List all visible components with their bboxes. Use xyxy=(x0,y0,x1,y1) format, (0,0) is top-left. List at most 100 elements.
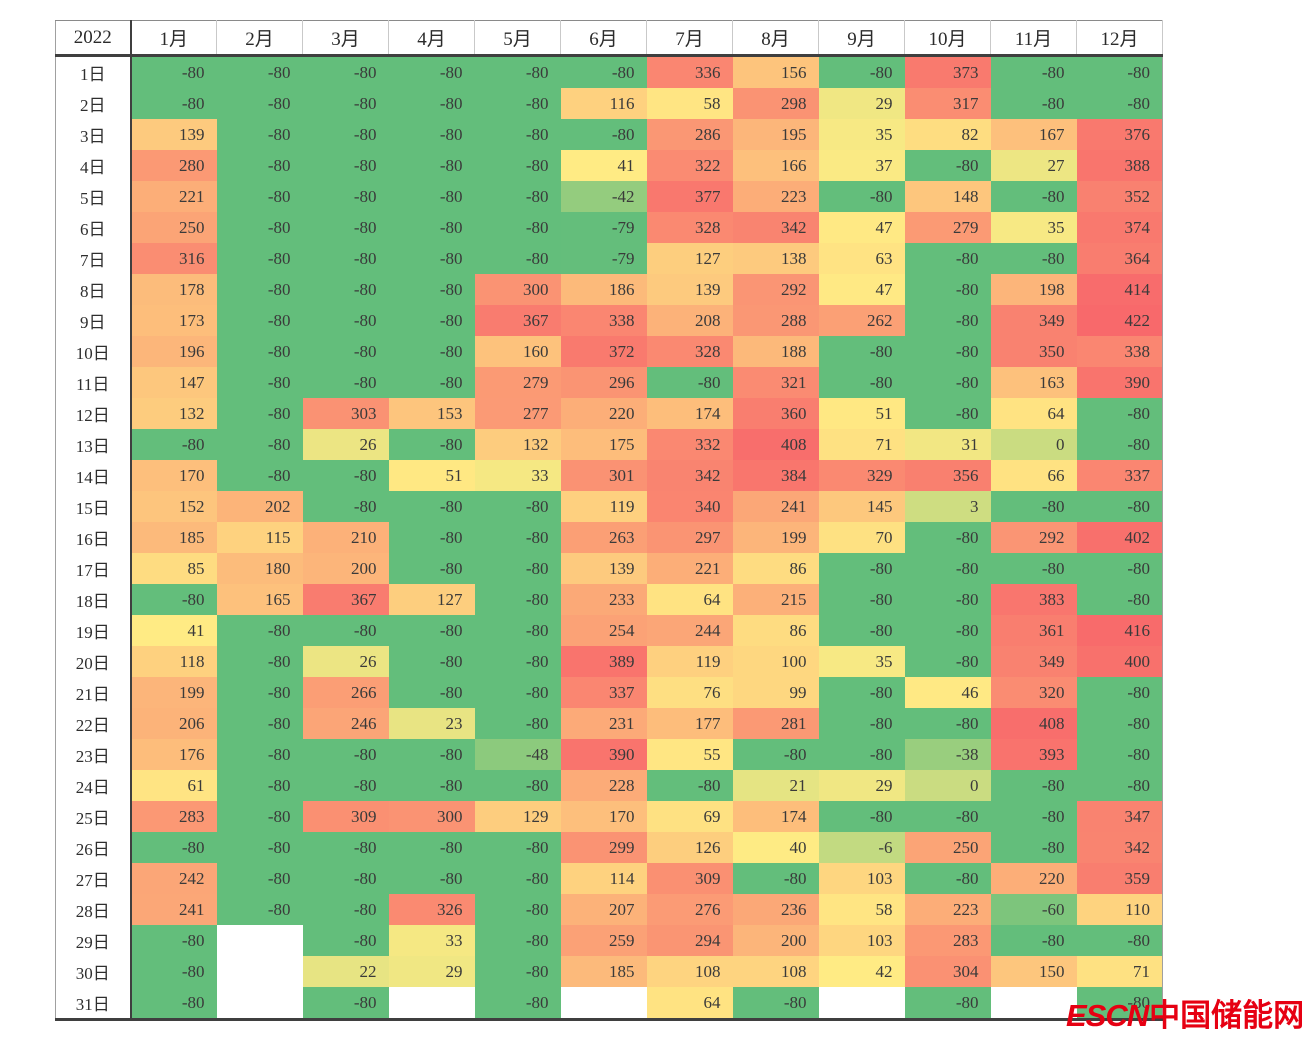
heatmap-cell: 23 xyxy=(388,708,475,739)
heatmap-cell: 283 xyxy=(130,801,217,832)
heatmap-row: 25日 283 -80 309 300 129 170 69 174 -80 -80 -80 347 xyxy=(55,801,1163,832)
heatmap-cell: 347 xyxy=(1076,801,1163,832)
heatmap-cell: -80 xyxy=(216,832,303,863)
heatmap-cell: 250 xyxy=(904,832,991,863)
heatmap-cell: -80 xyxy=(560,55,647,88)
heatmap-cell: -80 xyxy=(216,88,303,119)
heatmap-cell: -80 xyxy=(388,522,475,553)
heatmap-cell: -80 xyxy=(990,553,1077,584)
day-label: 30日 xyxy=(55,956,132,987)
heatmap-cell: 364 xyxy=(1076,243,1163,274)
heatmap-cell: 177 xyxy=(646,708,733,739)
month-header: 7月 xyxy=(646,20,733,57)
heatmap-cell: 37 xyxy=(818,150,905,181)
heatmap-cell: -80 xyxy=(474,987,561,1020)
heatmap-cell: 3 xyxy=(904,491,991,522)
heatmap-cell: -80 xyxy=(302,150,389,181)
heatmap-cell: 145 xyxy=(818,491,905,522)
heatmap-cell: 170 xyxy=(560,801,647,832)
heatmap-cell: -80 xyxy=(1076,739,1163,770)
heatmap-cell: 221 xyxy=(646,553,733,584)
heatmap-row: 11日 147 -80 -80 -80 279 296 -80 321 -80 -80 163 390 xyxy=(55,367,1163,398)
heatmap-row: 22日 206 -80 246 23 -80 231 177 281 -80 -80 408 -80 xyxy=(55,708,1163,739)
heatmap-cell: -80 xyxy=(474,956,561,987)
heatmap-cell: -80 xyxy=(818,708,905,739)
heatmap-cell: 400 xyxy=(1076,646,1163,677)
heatmap-cell: 167 xyxy=(990,119,1077,150)
heatmap-cell: -80 xyxy=(474,584,561,615)
heatmap-cell: -80 xyxy=(474,55,561,88)
heatmap-cell: 195 xyxy=(732,119,819,150)
day-label: 12日 xyxy=(55,398,132,429)
heatmap-cell: 388 xyxy=(1076,150,1163,181)
heatmap-cell: -80 xyxy=(474,119,561,150)
heatmap-cell: 328 xyxy=(646,336,733,367)
day-label: 18日 xyxy=(55,584,132,615)
heatmap-cell: 47 xyxy=(818,274,905,305)
heatmap-row: 24日 61 -80 -80 -80 -80 228 -80 21 29 0 -80 -80 xyxy=(55,770,1163,801)
heatmap-cell: -80 xyxy=(388,491,475,522)
heatmap-row: 14日 170 -80 -80 51 33 301 342 384 329 356 66 337 xyxy=(55,460,1163,491)
heatmap-cell: -80 xyxy=(388,615,475,646)
heatmap-cell: 276 xyxy=(646,894,733,925)
heatmap-cell: 185 xyxy=(130,522,217,553)
heatmap-cell: -80 xyxy=(990,88,1077,119)
heatmap-cell: 108 xyxy=(732,956,819,987)
heatmap-cell: 277 xyxy=(474,398,561,429)
heatmap-cell: 296 xyxy=(560,367,647,398)
heatmap-cell: 156 xyxy=(732,55,819,88)
heatmap-cell: -80 xyxy=(388,367,475,398)
heatmap-cell: 31 xyxy=(904,429,991,460)
heatmap-row: 5日 221 -80 -80 -80 -80 -42 377 223 -80 148 -80 352 xyxy=(55,181,1163,212)
heatmap-cell: 64 xyxy=(990,398,1077,429)
heatmap-cell: 148 xyxy=(904,181,991,212)
day-label: 26日 xyxy=(55,832,132,863)
heatmap-cell: 228 xyxy=(560,770,647,801)
heatmap-cell: -80 xyxy=(302,460,389,491)
day-label: 15日 xyxy=(55,491,132,522)
day-label: 4日 xyxy=(55,150,132,181)
heatmap-cell: -80 xyxy=(216,243,303,274)
heatmap-cell: 288 xyxy=(732,305,819,336)
heatmap-row: 29日 -80 -80 33 -80 259 294 200 103 283 -80 -80 xyxy=(55,925,1163,956)
heatmap-cell: 262 xyxy=(818,305,905,336)
heatmap-cell: 51 xyxy=(388,460,475,491)
heatmap-cell: -80 xyxy=(1076,429,1163,460)
heatmap-row: 13日 -80 -80 26 -80 132 175 332 408 71 31 0 -80 xyxy=(55,429,1163,460)
heatmap-row: 28日 241 -80 -80 326 -80 207 276 236 58 223 -60 110 xyxy=(55,894,1163,925)
heatmap-cell: 241 xyxy=(732,491,819,522)
heatmap-cell: 367 xyxy=(474,305,561,336)
heatmap-cell: -80 xyxy=(1076,987,1163,1020)
heatmap-cell: -80 xyxy=(302,615,389,646)
month-header: 3月 xyxy=(302,20,389,57)
heatmap-cell: -80 xyxy=(474,522,561,553)
heatmap-cell: 178 xyxy=(130,274,217,305)
heatmap-cell: -80 xyxy=(474,770,561,801)
heatmap-cell: -80 xyxy=(904,274,991,305)
heatmap-cell: 342 xyxy=(646,460,733,491)
heatmap-cell: -80 xyxy=(904,553,991,584)
heatmap-cell: 108 xyxy=(646,956,733,987)
heatmap-cell: -80 xyxy=(904,708,991,739)
heatmap-cell: -80 xyxy=(1076,491,1163,522)
heatmap-cell: -80 xyxy=(904,801,991,832)
day-label: 1日 xyxy=(55,55,132,88)
heatmap-cell: -80 xyxy=(818,615,905,646)
heatmap-cell: -80 xyxy=(388,181,475,212)
heatmap-cell: -80 xyxy=(474,88,561,119)
heatmap-row: 9日 173 -80 -80 -80 367 338 208 288 262 -80 349 422 xyxy=(55,305,1163,336)
heatmap-cell: 0 xyxy=(990,429,1077,460)
heatmap-cell: 35 xyxy=(818,646,905,677)
heatmap-row: 3日 139 -80 -80 -80 -80 -80 286 195 35 82 167 376 xyxy=(55,119,1163,150)
heatmap-cell: -80 xyxy=(302,739,389,770)
heatmap-cell: -80 xyxy=(1076,55,1163,88)
heatmap-cell: 280 xyxy=(130,150,217,181)
heatmap-cell: 286 xyxy=(646,119,733,150)
heatmap-cell: 127 xyxy=(388,584,475,615)
heatmap-cell: -80 xyxy=(818,553,905,584)
heatmap-cell: -80 xyxy=(388,212,475,243)
month-header: 2月 xyxy=(216,20,303,57)
heatmap-cell: -80 xyxy=(1076,584,1163,615)
heatmap-cell: -80 xyxy=(388,832,475,863)
heatmap-row: 6日 250 -80 -80 -80 -80 -79 328 342 47 279 35 374 xyxy=(55,212,1163,243)
